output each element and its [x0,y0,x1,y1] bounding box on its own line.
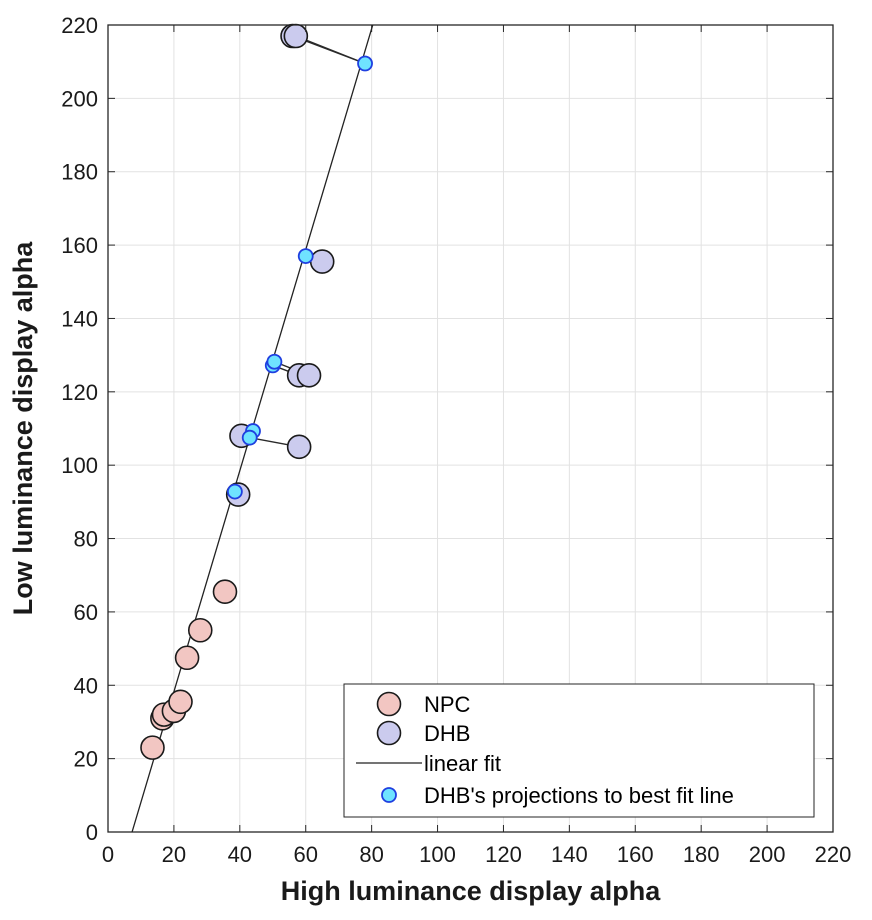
y-tick-label: 220 [61,13,98,38]
plot-frame [107,24,834,833]
legend-npc-label: NPC [424,692,471,717]
legend-box [343,683,815,818]
x-tick-label: 200 [749,842,786,867]
dhb-point [283,23,309,49]
y-tick-label: 140 [61,306,98,331]
x-tick-label: 80 [359,842,383,867]
legend-dhb-label: DHB [424,721,470,746]
y-axis-label: Low luminance display alpha [8,241,38,616]
projection-point [297,248,314,264]
projection-connector [295,35,366,65]
projection-point [266,353,283,370]
y-tick-label: 200 [61,86,98,111]
x-tick-label: 20 [162,842,186,867]
x-tick-label: 100 [419,842,456,867]
x-tick-label: 60 [293,842,317,867]
legend-projection-label: DHB's projections to best fit line [424,783,734,808]
x-tick-label: 0 [102,842,114,867]
data-points [140,23,373,760]
legend-npc-marker [376,691,402,717]
tick-labels: 0 20 40 60 80 100 120 140 160 180 200 220 0 20 40 60 80 1… [61,13,851,867]
legend-fit-label: linear fit [424,751,501,776]
y-tick-label: 20 [74,747,98,772]
x-tick-label: 140 [551,842,588,867]
y-tick-label: 80 [74,527,98,552]
y-tick-label: 180 [61,160,98,185]
x-tick-label: 220 [815,842,852,867]
y-tick-label: 100 [61,453,98,478]
y-tick-label: 40 [74,673,98,698]
npc-point [212,579,238,605]
projection-point [357,55,373,72]
dhb-point [296,363,322,388]
x-tick-label: 120 [485,842,522,867]
projection-point [241,429,258,446]
legend: NPC DHB linear fit DHB's projections to … [343,683,815,818]
npc-point [187,617,213,643]
dhb-point [286,434,312,460]
npc-point [140,735,165,760]
npc-point [168,689,193,715]
x-tick-label: 40 [228,842,252,867]
y-tick-label: 120 [61,380,98,405]
legend-dhb-marker [376,720,402,746]
x-tick-label: 160 [617,842,654,867]
y-tick-label: 160 [61,233,98,258]
dhb-point [309,249,335,274]
npc-point [174,645,200,671]
y-tick-label: 60 [74,600,98,625]
x-tick-label: 180 [683,842,720,867]
legend-projection-marker [381,787,397,803]
y-tick-label: 0 [86,820,98,845]
x-axis-label: High luminance display alpha [281,876,662,906]
projection-point [226,483,243,500]
